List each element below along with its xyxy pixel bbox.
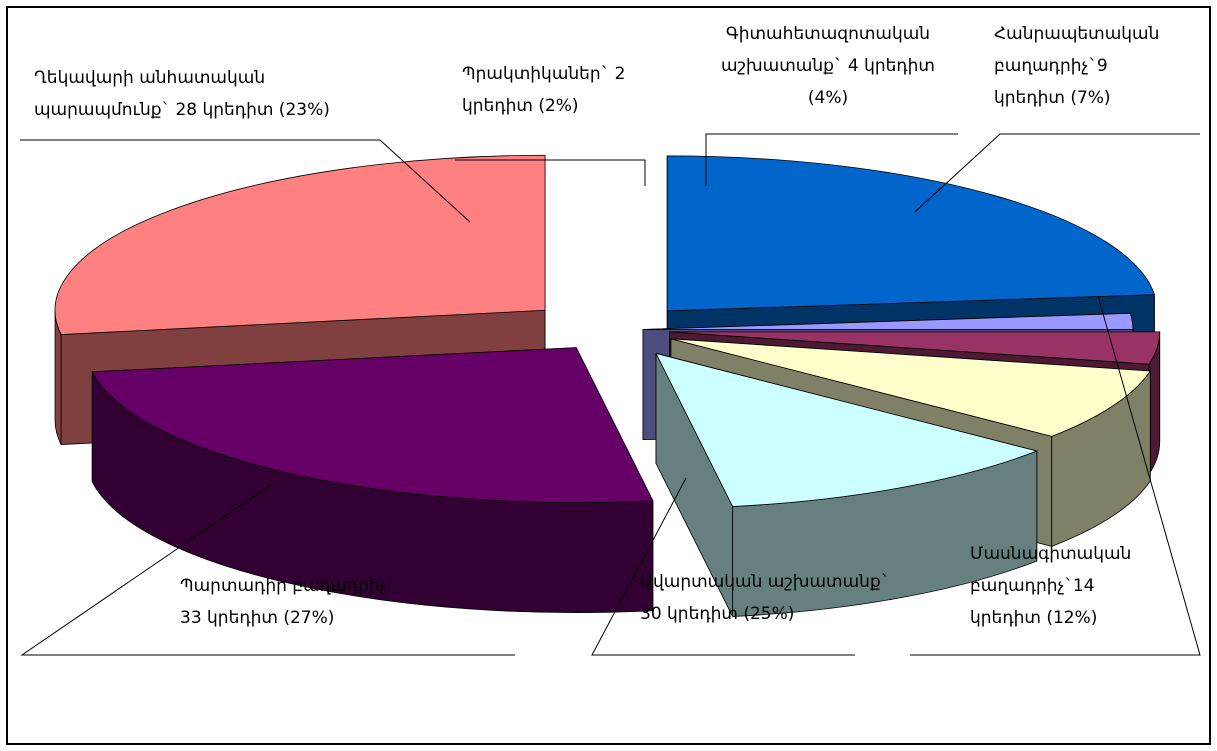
- leader-line-practice: [455, 159, 646, 186]
- leader-line-specialized: [910, 295, 1201, 656]
- label-manager-line1: Ղեկավարի անհատական: [34, 68, 266, 88]
- label-specialized-line2: բաղադրիչ`14: [970, 576, 1095, 596]
- leader-line-manager-individual: [20, 139, 471, 223]
- slice-top: [54, 154, 546, 335]
- slice-top: [670, 338, 1151, 437]
- slice-top: [666, 155, 1156, 312]
- label-national: Հանրապետական բաղադրիչ`9 կրեդիտ (7%): [994, 18, 1159, 114]
- slice-top: [655, 352, 1039, 507]
- leader-line-thesis: [591, 477, 855, 656]
- pie-slice-specialized: [655, 352, 1039, 617]
- label-thesis-line2: 30 կրեդիտ (25%): [640, 604, 795, 624]
- label-specialized-line3: կրեդիտ (12%): [970, 608, 1098, 628]
- leader-line-research: [705, 133, 958, 186]
- label-practice: Պրակտիկաներ` 2 կրեդիտ (2%): [462, 58, 625, 122]
- slice-top: [91, 347, 654, 504]
- slice-top: [642, 312, 1134, 330]
- label-practice-line2: կրեդիտ (2%): [462, 96, 579, 116]
- label-mandatory-line1: Պարտադիր բաղադրիչ`: [180, 576, 396, 596]
- label-research-line2: աշխատանք` 4 կրեդիտ: [720, 56, 935, 76]
- label-manager-individual: Ղեկավարի անհատական պարապմունք` 28 կրեդիտ…: [34, 62, 330, 126]
- leader-line-mandatory: [20, 481, 515, 656]
- label-practice-line1: Պրակտիկաներ` 2: [462, 64, 626, 84]
- label-research: Գիտահետազոտական աշխատանք` 4 կրեդիտ (4%): [696, 18, 960, 114]
- label-research-line1: Գիտահետազոտական: [725, 24, 931, 44]
- label-specialized: Մասնագիտական բաղադրիչ`14 կրեդիտ (12%): [970, 538, 1131, 634]
- label-specialized-line1: Մասնագիտական: [970, 544, 1132, 564]
- label-research-line3: (4%): [807, 88, 849, 108]
- label-national-line1: Հանրապետական: [994, 24, 1160, 44]
- label-thesis-line1: Ավարտական աշխատանք`: [640, 572, 890, 592]
- slice-top: [669, 331, 1161, 365]
- label-national-line2: բաղադրիչ`9: [994, 56, 1108, 76]
- label-national-line3: կրեդիտ (7%): [994, 88, 1111, 108]
- label-mandatory-line2: 33 կրեդիտ (27%): [180, 608, 335, 628]
- label-mandatory: Պարտադիր բաղադրիչ` 33 կրեդիտ (27%): [180, 570, 395, 634]
- label-thesis: Ավարտական աշխատանք` 30 կրեդիտ (25%): [640, 566, 889, 630]
- leader-line-national: [914, 133, 1200, 213]
- label-manager-line2: պարապմունք` 28 կրեդիտ (23%): [34, 100, 330, 120]
- pie-slice-thesis: [91, 347, 654, 614]
